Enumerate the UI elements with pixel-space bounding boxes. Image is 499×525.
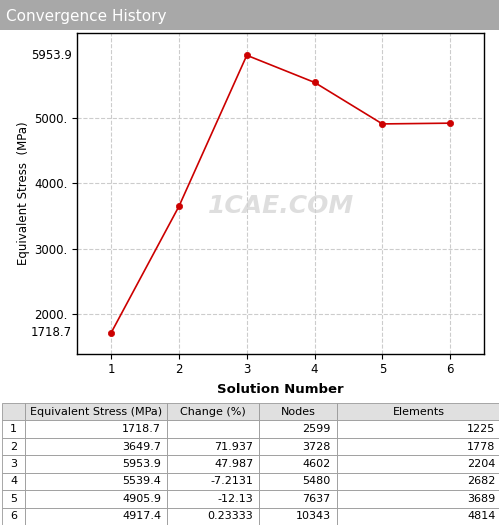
Text: 5539.4: 5539.4 — [122, 476, 161, 487]
FancyBboxPatch shape — [259, 403, 337, 421]
Text: 1718.7: 1718.7 — [122, 424, 161, 434]
Text: Equivalent Stress (MPa): Equivalent Stress (MPa) — [30, 407, 162, 417]
Y-axis label: Equivalent Stress  (MPa): Equivalent Stress (MPa) — [17, 121, 30, 265]
FancyBboxPatch shape — [337, 455, 499, 472]
Text: 1718.7: 1718.7 — [30, 326, 72, 339]
FancyBboxPatch shape — [259, 438, 337, 455]
FancyBboxPatch shape — [167, 455, 259, 472]
Text: Elements: Elements — [393, 407, 445, 417]
FancyBboxPatch shape — [259, 421, 337, 438]
Text: 5: 5 — [10, 494, 17, 504]
FancyBboxPatch shape — [337, 421, 499, 438]
FancyBboxPatch shape — [337, 490, 499, 508]
FancyBboxPatch shape — [25, 438, 167, 455]
FancyBboxPatch shape — [2, 490, 25, 508]
Text: 4: 4 — [10, 476, 17, 487]
FancyBboxPatch shape — [25, 472, 167, 490]
FancyBboxPatch shape — [2, 403, 25, 421]
Text: 4917.4: 4917.4 — [122, 511, 161, 521]
FancyBboxPatch shape — [337, 472, 499, 490]
Text: 1CAE.COM: 1CAE.COM — [208, 194, 354, 218]
Text: 1225: 1225 — [467, 424, 496, 434]
Text: 2682: 2682 — [467, 476, 496, 487]
Text: 0.23333: 0.23333 — [208, 511, 253, 521]
Text: 3728: 3728 — [302, 442, 331, 452]
Text: 5480: 5480 — [302, 476, 331, 487]
FancyBboxPatch shape — [2, 472, 25, 490]
FancyBboxPatch shape — [337, 438, 499, 455]
FancyBboxPatch shape — [25, 490, 167, 508]
FancyBboxPatch shape — [259, 455, 337, 472]
FancyBboxPatch shape — [337, 403, 499, 421]
Text: 2204: 2204 — [467, 459, 496, 469]
Text: 6: 6 — [10, 511, 17, 521]
FancyBboxPatch shape — [167, 421, 259, 438]
Text: 2: 2 — [10, 442, 17, 452]
X-axis label: Solution Number: Solution Number — [218, 383, 344, 396]
FancyBboxPatch shape — [167, 490, 259, 508]
FancyBboxPatch shape — [2, 455, 25, 472]
Text: 7637: 7637 — [302, 494, 331, 504]
FancyBboxPatch shape — [337, 508, 499, 525]
Text: 71.937: 71.937 — [215, 442, 253, 452]
Text: 1778: 1778 — [467, 442, 496, 452]
FancyBboxPatch shape — [259, 508, 337, 525]
FancyBboxPatch shape — [167, 508, 259, 525]
FancyBboxPatch shape — [259, 490, 337, 508]
Text: 47.987: 47.987 — [214, 459, 253, 469]
FancyBboxPatch shape — [25, 403, 167, 421]
Text: 4602: 4602 — [302, 459, 331, 469]
Text: Nodes: Nodes — [281, 407, 315, 417]
Text: -7.2131: -7.2131 — [211, 476, 253, 487]
FancyBboxPatch shape — [2, 508, 25, 525]
Text: 3689: 3689 — [467, 494, 496, 504]
FancyBboxPatch shape — [2, 438, 25, 455]
Text: Change (%): Change (%) — [181, 407, 246, 417]
Text: -12.13: -12.13 — [218, 494, 253, 504]
Text: 3: 3 — [10, 459, 17, 469]
FancyBboxPatch shape — [259, 472, 337, 490]
Text: 2599: 2599 — [302, 424, 331, 434]
Text: 4905.9: 4905.9 — [122, 494, 161, 504]
Text: 3649.7: 3649.7 — [122, 442, 161, 452]
Text: Convergence History: Convergence History — [6, 9, 167, 24]
Text: 5953.9: 5953.9 — [31, 49, 72, 62]
FancyBboxPatch shape — [167, 472, 259, 490]
FancyBboxPatch shape — [25, 421, 167, 438]
FancyBboxPatch shape — [167, 403, 259, 421]
Text: 10343: 10343 — [296, 511, 331, 521]
Text: 5953.9: 5953.9 — [122, 459, 161, 469]
FancyBboxPatch shape — [25, 508, 167, 525]
Text: 4814: 4814 — [467, 511, 496, 521]
FancyBboxPatch shape — [25, 455, 167, 472]
Text: 1: 1 — [10, 424, 17, 434]
FancyBboxPatch shape — [2, 421, 25, 438]
FancyBboxPatch shape — [167, 438, 259, 455]
